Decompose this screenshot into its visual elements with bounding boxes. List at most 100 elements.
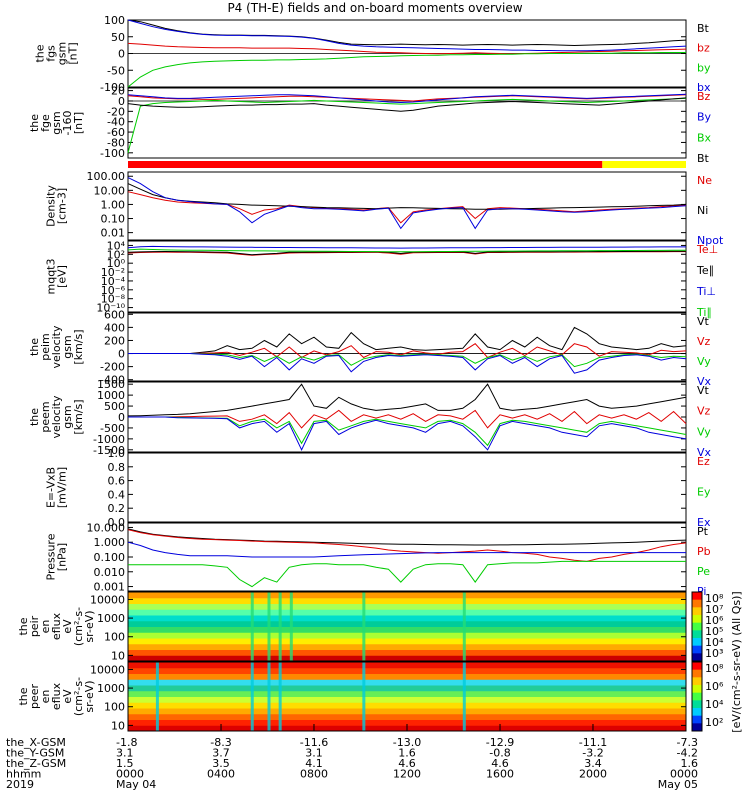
spectrogram-dropout xyxy=(155,662,159,731)
spectrogram-band xyxy=(128,620,686,627)
y-axis-label: eflux xyxy=(50,682,63,710)
x-tick-label: 1.6 xyxy=(398,747,416,760)
spectrogram-band xyxy=(128,609,686,616)
y-tick-label: 0 xyxy=(118,411,125,424)
spectrogram-band xyxy=(128,673,686,680)
x-row-label: 2019 xyxy=(6,778,34,791)
x-row-label: hhmm xyxy=(6,768,41,781)
series-line xyxy=(128,326,687,354)
y-tick-label: 10.000 xyxy=(87,521,126,534)
legend-entry: Te⊥ xyxy=(696,243,718,256)
y-axis-label: sr-eV) xyxy=(83,680,96,712)
colorbar-tick-label: 10⁷ xyxy=(705,603,723,616)
x-tick-label: 0000 xyxy=(670,768,698,781)
y-axis-label: fgs xyxy=(45,45,58,62)
y-tick-label: 0.01 xyxy=(101,227,126,240)
y-tick-label: 10 xyxy=(111,649,125,662)
series-line xyxy=(127,383,687,417)
series-line xyxy=(127,528,687,546)
x-tick-label: 1.6 xyxy=(681,757,699,770)
colorbar-segment xyxy=(692,700,702,709)
y-tick-label: 1.0 xyxy=(108,447,126,460)
y-axis-label: peim xyxy=(39,333,52,361)
y-axis-label: fge xyxy=(39,114,52,132)
series-line xyxy=(127,97,687,153)
y-axis-label: [nT] xyxy=(67,42,80,64)
x-tick-label: -11.6 xyxy=(300,736,328,749)
mode-bar-segment xyxy=(128,161,603,168)
y-tick-label: 50 xyxy=(111,31,125,44)
spectrogram-dropout xyxy=(250,592,254,661)
x-row-label: the_Z-GSM xyxy=(6,757,66,770)
series-line xyxy=(127,245,686,249)
spectrogram-band xyxy=(128,626,686,633)
panel-frame xyxy=(127,381,687,453)
y-axis-label: the xyxy=(28,408,41,426)
y-tick-label: 1500 xyxy=(97,378,125,391)
colorbar-segment xyxy=(692,715,702,724)
x-tick-label: -3.2 xyxy=(582,747,603,760)
y-tick-label: 20 xyxy=(111,85,125,98)
y-tick-label: 1.00 xyxy=(101,198,126,211)
y-axis-label: [mV/m] xyxy=(56,467,69,508)
y-axis-label: en xyxy=(39,620,52,634)
y-tick-label: 0.2 xyxy=(108,502,126,515)
x-tick-label: 1600 xyxy=(486,768,514,781)
y-tick-label: 1000 xyxy=(97,389,125,402)
panel-frame xyxy=(127,452,687,523)
colorbar-label: [eV/(cm²-s-sr-eV) (All Qs)] xyxy=(730,591,743,732)
legend-entry: Vt xyxy=(697,315,710,328)
y-tick-label: 0.10 xyxy=(101,213,126,226)
y-axis-label: [nT] xyxy=(72,112,85,134)
x-tick-label: -13.0 xyxy=(393,736,421,749)
x-tick-label: 1.5 xyxy=(116,757,134,770)
y-axis-label: E=-VxB xyxy=(45,467,58,508)
x-tick-label: May 04 xyxy=(116,778,156,791)
legend-entry: Ex xyxy=(697,516,711,529)
y-tick-label: 400 xyxy=(104,321,125,334)
chart-title: P4 (TH-E) fields and on-board moments ov… xyxy=(227,1,523,15)
spectrogram-dropout xyxy=(278,592,282,661)
colorbar-segment xyxy=(692,607,702,616)
legend-entry: Pe xyxy=(697,565,710,578)
y-tick-label: -50 xyxy=(107,64,125,77)
series-line xyxy=(127,177,687,230)
spectrogram-band xyxy=(128,603,686,610)
y-tick-label: 0.0 xyxy=(108,516,126,529)
series-line xyxy=(128,416,687,447)
spectrogram-band xyxy=(128,655,686,662)
spectrogram-dropout xyxy=(278,662,282,731)
panel-frame xyxy=(127,171,687,241)
colorbar-frame xyxy=(691,591,703,662)
series-line xyxy=(127,97,687,112)
spectrogram-band xyxy=(128,679,686,686)
legend-entry: By xyxy=(697,111,712,124)
x-tick-label: -4.2 xyxy=(677,747,698,760)
spectrogram-band xyxy=(128,649,686,656)
series-line xyxy=(128,353,687,368)
y-axis-label: the xyxy=(17,687,30,705)
series-line xyxy=(128,343,687,359)
y-tick-label: 0 xyxy=(118,348,125,361)
spectrogram-dropout xyxy=(267,662,271,731)
colorbar-segment xyxy=(692,630,702,639)
panel-frame xyxy=(127,312,687,382)
spectrogram-dropout xyxy=(289,592,293,661)
panel-frame xyxy=(127,240,687,313)
y-tick-label: 0 xyxy=(118,95,125,108)
y-axis-label: the xyxy=(17,617,30,635)
x-tick-label: -12.9 xyxy=(486,736,514,749)
legend-entry: Npot xyxy=(697,234,724,247)
y-tick-label: -20 xyxy=(107,105,125,118)
colorbar-tick-label: 10³ xyxy=(705,647,723,660)
y-axis-label: peer xyxy=(28,684,41,710)
panel-frame xyxy=(127,522,687,592)
panel-frame xyxy=(127,87,687,159)
x-tick-label: May 05 xyxy=(658,778,698,791)
legend-entry: Ez xyxy=(697,455,710,468)
colorbar-segment xyxy=(692,723,702,732)
colorbar-tick-label: 10² xyxy=(705,716,723,729)
y-tick-label: 10⁻⁸ xyxy=(101,293,126,306)
colorbar-segment xyxy=(692,708,702,717)
colorbar-segment xyxy=(692,615,702,624)
